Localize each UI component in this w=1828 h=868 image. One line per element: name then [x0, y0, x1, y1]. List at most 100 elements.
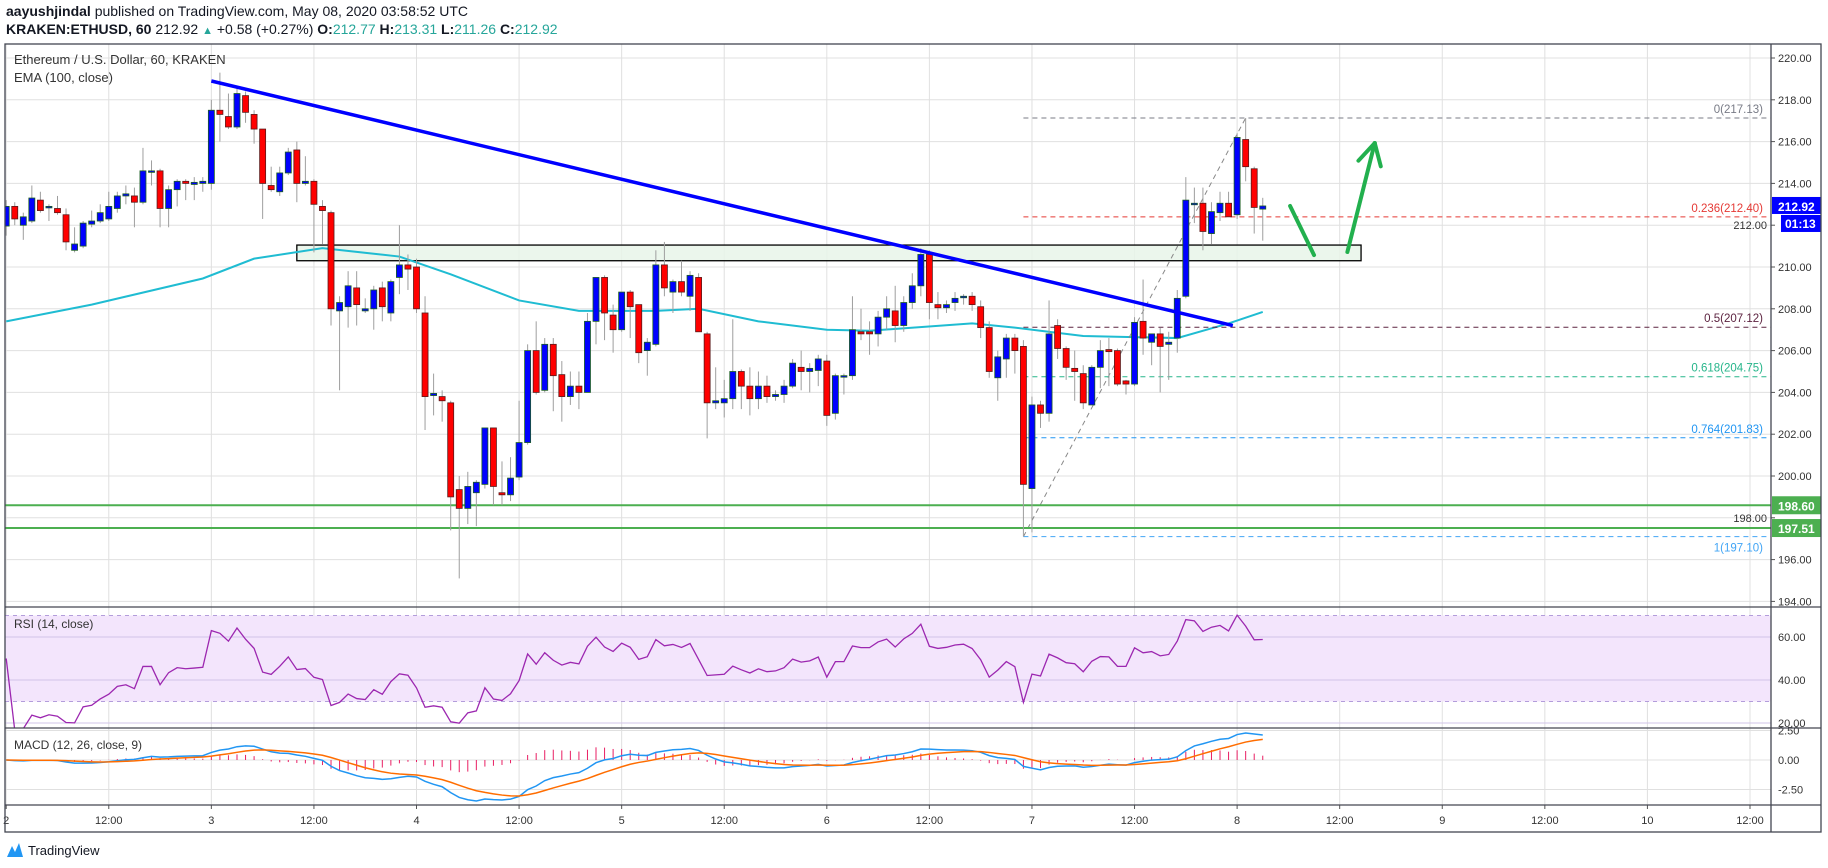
candle-body — [233, 93, 241, 128]
candle — [481, 427, 489, 489]
candle-body — [96, 212, 104, 222]
candle-body — [985, 327, 993, 372]
price-change: +0.58 (+0.27%) — [216, 21, 314, 37]
candle-body — [327, 212, 335, 310]
price-axis-label: 200.00 — [1778, 471, 1812, 483]
arrow-head — [1372, 141, 1383, 169]
candle-body — [370, 289, 378, 310]
candle — [1199, 187, 1207, 251]
candle-body — [344, 285, 352, 308]
price-axis-label: 212.00 — [1733, 220, 1767, 232]
frame-border — [4, 43, 1822, 833]
candle — [643, 338, 651, 376]
candle-body — [849, 329, 856, 377]
candle — [370, 285, 378, 330]
candle — [344, 271, 352, 328]
candle — [703, 331, 711, 439]
candle — [831, 373, 839, 420]
countdown-label: 01:13 — [1785, 217, 1816, 231]
candle-body — [635, 304, 643, 354]
candle-body — [695, 277, 702, 333]
candle — [88, 210, 96, 228]
candle-body — [88, 220, 96, 225]
macd-legend: MACD (12, 26, close, 9) — [14, 738, 142, 752]
candle — [618, 291, 626, 332]
price-axis-label: 220.00 — [1778, 53, 1812, 65]
time-axis-label: 12:00 — [1531, 815, 1559, 827]
low-value: 211.26 — [454, 21, 497, 37]
candle — [1148, 333, 1156, 366]
time-axis-label: 10 — [1641, 815, 1653, 827]
candle-body — [1139, 320, 1147, 339]
support-price-label: 198.60 — [1778, 499, 1815, 513]
candle — [5, 200, 10, 236]
candle-body — [250, 114, 258, 130]
candle-body — [729, 371, 737, 400]
candle-body — [353, 287, 361, 306]
rsi-pane — [5, 613, 1771, 728]
candle — [472, 480, 480, 527]
candle — [712, 367, 720, 410]
candle-body — [361, 308, 369, 312]
signal-line — [6, 738, 1263, 797]
candle — [1122, 379, 1130, 395]
candle-body — [789, 362, 797, 387]
fib-level-label: 0.5(207.12) — [1704, 313, 1763, 325]
candle — [695, 273, 702, 333]
symbol-info: KRAKEN:ETHUSD, 60 212.92 ▲ +0.58 (+0.27%… — [6, 21, 558, 37]
publish-info: aayushjindal published on TradingView.co… — [6, 3, 468, 19]
candle-body — [686, 274, 694, 297]
candle-body — [737, 371, 745, 387]
price-axis-label: 218.00 — [1778, 95, 1812, 107]
candle — [1079, 365, 1087, 410]
candle — [1233, 133, 1241, 219]
candle-body — [1045, 333, 1053, 414]
trendline — [210, 79, 1234, 328]
candle — [626, 289, 634, 339]
candle-body — [319, 205, 326, 211]
candle — [113, 191, 121, 213]
countdown-tag — [1781, 214, 1821, 232]
candle — [1216, 191, 1224, 222]
candle-body — [1225, 202, 1232, 218]
candle-body — [755, 385, 762, 400]
candle — [507, 457, 514, 502]
candle — [857, 308, 865, 341]
candle-body — [1028, 404, 1036, 489]
candle — [994, 350, 1002, 401]
candle — [797, 350, 805, 391]
candle-body — [943, 304, 950, 309]
candle — [387, 279, 395, 322]
candle-body — [652, 264, 660, 345]
candle — [772, 390, 779, 401]
candle-body — [925, 254, 933, 303]
candle — [490, 427, 497, 506]
candle — [729, 319, 737, 410]
candle-body — [866, 331, 873, 335]
candle — [1096, 340, 1104, 389]
footer-logo[interactable]: TradingView — [6, 842, 100, 858]
last-price: 212.92 — [155, 21, 199, 37]
author-name[interactable]: aayushjindal — [6, 3, 91, 19]
time-axis-label: 12:00 — [1121, 815, 1149, 827]
candle-body — [951, 297, 959, 303]
time-axis-label: 12:00 — [1326, 815, 1354, 827]
candle — [1088, 365, 1096, 406]
candle-body — [36, 199, 44, 211]
candle — [908, 273, 916, 309]
candle — [122, 185, 130, 205]
arrow-line — [1345, 141, 1377, 254]
candle — [968, 292, 976, 311]
candle-body — [1011, 337, 1019, 351]
candle-body — [917, 254, 925, 287]
candle-body — [207, 109, 215, 184]
candle — [943, 300, 950, 313]
candle — [413, 258, 420, 313]
time-axis-label: 12:00 — [95, 815, 123, 827]
candle-body — [643, 341, 651, 351]
candle-body — [806, 367, 814, 372]
candle — [96, 204, 104, 224]
candle — [182, 179, 190, 201]
up-triangle-icon: ▲ — [202, 25, 213, 37]
